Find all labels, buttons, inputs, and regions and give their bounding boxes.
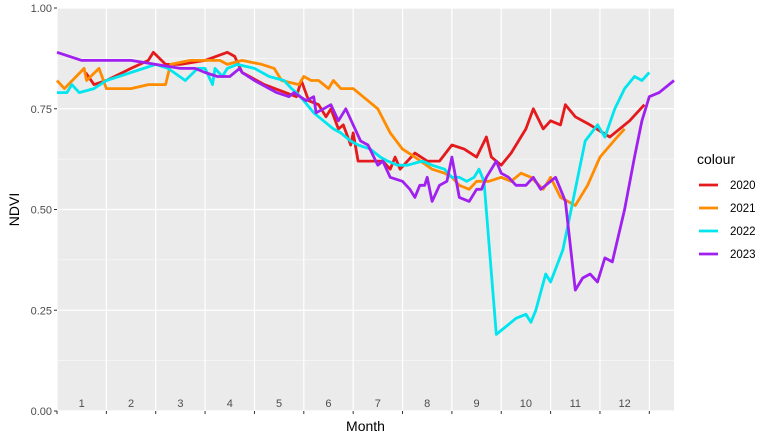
legend-label-2021: 2021 <box>730 203 756 215</box>
month-label: 8 <box>424 398 430 410</box>
month-label: 11 <box>570 398 581 410</box>
legend: colour 2020 2021 2022 2023 <box>697 151 756 261</box>
y-tick-label: 0.50 <box>31 205 52 217</box>
y-tick-label: 0.00 <box>31 406 52 418</box>
month-label: 4 <box>227 398 233 410</box>
legend-label-2020: 2020 <box>730 180 756 192</box>
month-label: 9 <box>473 398 479 410</box>
month-label: 10 <box>520 398 532 410</box>
x-axis-title: Month <box>346 418 385 434</box>
x-axis: 1 2 3 4 5 6 7 8 9 10 11 12 <box>56 398 650 414</box>
month-label: 6 <box>325 398 331 410</box>
y-tick-label: 1.00 <box>31 3 52 15</box>
month-label: 12 <box>619 398 631 410</box>
legend-label-2022: 2022 <box>730 226 756 238</box>
month-label: 3 <box>177 398 183 410</box>
month-label: 7 <box>375 398 381 410</box>
month-label: 2 <box>128 398 134 410</box>
legend-title: colour <box>697 151 735 167</box>
series-line-2021 <box>55 59 626 207</box>
y-tick-label: 0.75 <box>31 104 52 116</box>
legend-label-2023: 2023 <box>730 249 756 261</box>
major-gridlines <box>56 7 674 412</box>
y-tick-label: 0.25 <box>31 305 52 317</box>
month-label: 1 <box>79 398 85 410</box>
series-lines <box>55 50 675 336</box>
series-line-2023 <box>56 50 675 292</box>
month-label: 5 <box>276 398 282 410</box>
y-axis: 0.00 0.25 0.50 0.75 1.00 <box>31 3 57 418</box>
y-axis-title: NDVI <box>6 193 22 226</box>
